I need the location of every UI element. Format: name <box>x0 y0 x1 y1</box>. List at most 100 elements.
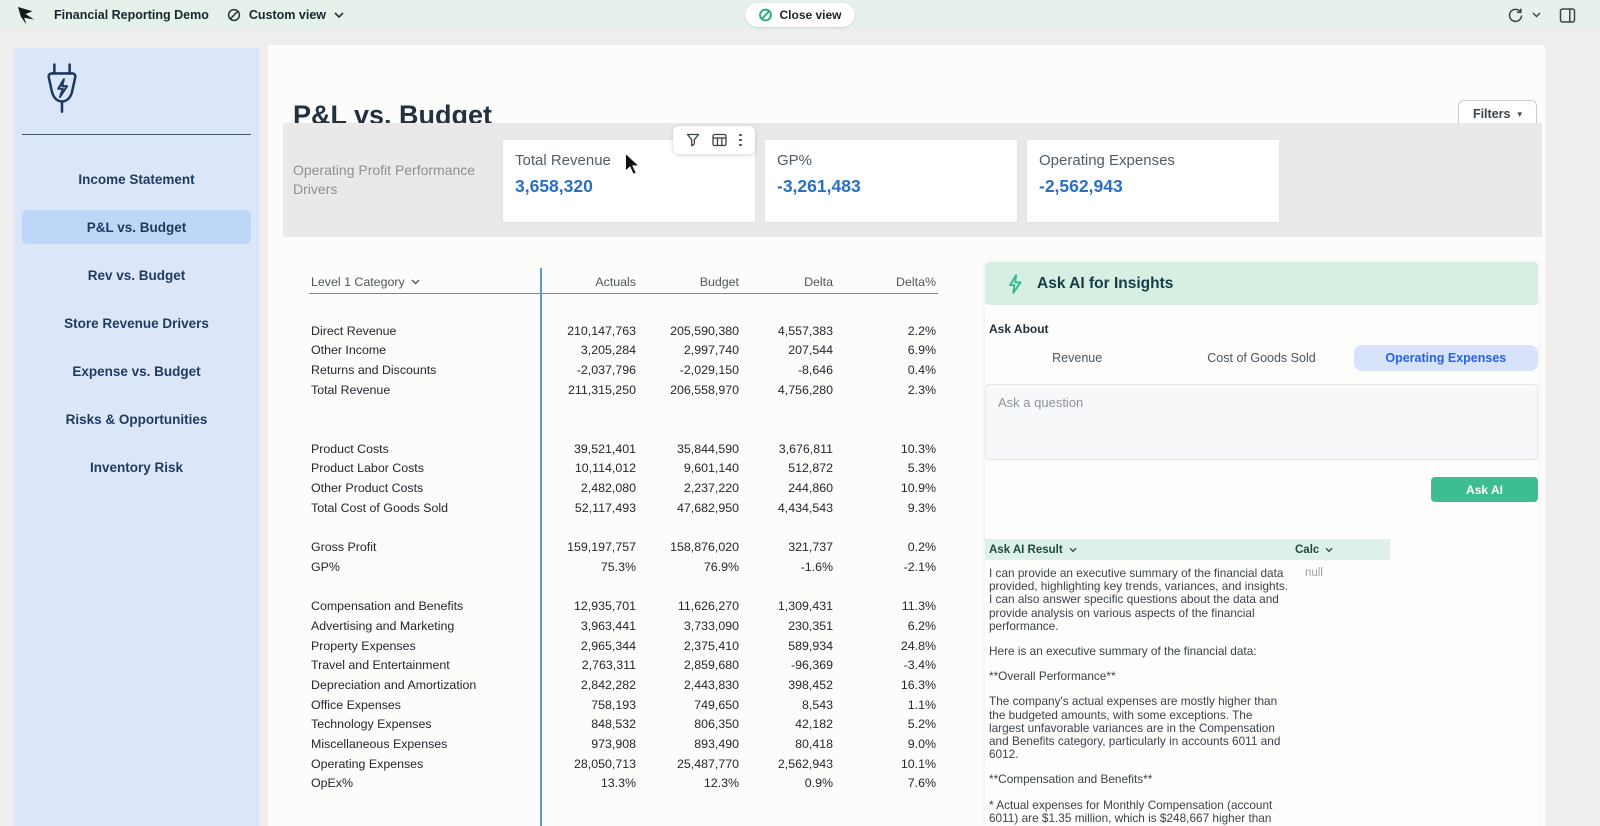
kpi-card[interactable]: Operating Expenses -2,562,943 <box>1027 140 1279 222</box>
row-category: Product Labor Costs <box>311 461 424 476</box>
ai-result-header: Ask AI Result Calc <box>985 539 1390 560</box>
column-header-delta-[interactable]: Delta% <box>896 274 936 289</box>
row-value: 2,482,080 <box>580 481 636 496</box>
tab-revenue[interactable]: Revenue <box>1052 351 1103 365</box>
row-category: Travel and Entertainment <box>311 658 450 673</box>
column-header-actuals[interactable]: Actuals <box>595 274 636 289</box>
row-value: 13.3% <box>600 776 636 791</box>
table-spacer-row <box>309 399 938 419</box>
filter-funnel-icon[interactable] <box>686 133 700 147</box>
table-row[interactable]: Gross Profit 159,197,757 158,876,020 321,73… <box>309 537 938 557</box>
sidebar-item-risks-opportunities[interactable]: Risks & Opportunities <box>65 411 208 427</box>
row-value: 398,452 <box>788 677 833 692</box>
chevron-down-icon[interactable] <box>334 11 344 19</box>
row-value: 1.1% <box>907 697 936 712</box>
row-value: 5.2% <box>907 717 936 732</box>
sidebar-divider <box>22 134 251 135</box>
table-row[interactable]: Advertising and Marketing 3,963,441 3,733,… <box>309 616 938 636</box>
kpi-card[interactable]: GP% -3,261,483 <box>765 140 1017 222</box>
topbar-left: Financial Reporting Demo Custom view <box>16 5 344 25</box>
pnl-table: Level 1 Category Actuals Budget Delta Delta%… <box>309 270 938 793</box>
filters-caret-icon: ▾ <box>1517 108 1522 119</box>
table-row[interactable]: OpEx% 13.3% 12.3% 0.9% 7.6% <box>309 774 938 794</box>
widget-toolbar <box>673 126 755 154</box>
table-row[interactable]: Depreciation and Amortization 2,842,282 2,… <box>309 675 938 695</box>
sidebar-item-store-revenue-drivers[interactable]: Store Revenue Drivers <box>64 315 209 331</box>
row-value: 12.3% <box>703 776 739 791</box>
row-value: 512,872 <box>788 461 833 476</box>
kpi-label: Operating Expenses <box>1039 152 1175 169</box>
mouse-cursor <box>624 152 642 176</box>
calc-column-header[interactable]: Calc <box>1295 544 1333 556</box>
view-selector[interactable]: Custom view <box>248 8 326 22</box>
table-view-icon[interactable] <box>712 133 727 147</box>
row-value: 158,876,020 <box>670 540 739 555</box>
ask-button-row: Ask AI <box>985 477 1538 502</box>
sidebar-item-expense-vs-budget[interactable]: Expense vs. Budget <box>72 363 201 379</box>
ai-result-paragraph: * Actual expenses for Monthly Compensati… <box>989 797 1273 826</box>
row-value: 159,197,757 <box>567 540 636 555</box>
row-category: Operating Expenses <box>311 756 424 771</box>
row-value: 210,147,763 <box>567 323 636 338</box>
close-view-icon <box>759 8 772 22</box>
row-value: 4,557,383 <box>777 323 833 338</box>
ai-result-paragraph: Here is an executive summary of the fina… <box>989 644 1257 659</box>
ai-result-column-header[interactable]: Ask AI Result <box>985 544 1295 556</box>
refresh-icon[interactable] <box>1507 7 1524 24</box>
sidebar-item-p-l-vs-budget[interactable]: P&L vs. Budget <box>22 210 251 244</box>
row-value: -8,646 <box>797 362 833 377</box>
row-category: Total Cost of Goods Sold <box>311 500 449 515</box>
table-row[interactable]: Other Product Costs 2,482,080 2,237,220 244… <box>309 478 938 498</box>
table-row[interactable]: Returns and Discounts -2,037,796 -2,029,15… <box>309 360 938 380</box>
sidebar-item-inventory-risk[interactable]: Inventory Risk <box>89 459 184 475</box>
table-row[interactable]: Product Labor Costs 10,114,012 9,601,140 51… <box>309 459 938 479</box>
row-value: 2,842,282 <box>580 677 636 692</box>
sidebar-logo <box>14 48 259 118</box>
ask-ai-button[interactable]: Ask AI <box>1431 477 1538 502</box>
table-row[interactable]: Office Expenses 758,193 749,650 8,543 1.1% <box>309 695 938 715</box>
row-category: Office Expenses <box>311 697 401 712</box>
table-row[interactable]: Product Costs 39,521,401 35,844,590 3,676,8… <box>309 439 938 459</box>
row-value: 2,237,220 <box>683 481 739 496</box>
row-value: -2,029,150 <box>679 362 739 377</box>
sidebar-item-income-statement[interactable]: Income Statement <box>78 171 195 187</box>
kpi-value: -2,562,943 <box>1039 176 1123 196</box>
table-spacer-row <box>309 518 938 538</box>
pnl-table-header: Level 1 Category Actuals Budget Delta Delta% <box>309 270 938 294</box>
table-row[interactable]: Technology Expenses 848,532 806,350 42,182 5… <box>309 714 938 734</box>
app-logo-bird-icon <box>18 7 34 25</box>
row-category: Compensation and Benefits <box>311 599 464 614</box>
row-value: 4,434,543 <box>777 500 833 515</box>
row-category: Returns and Discounts <box>311 362 437 377</box>
pnl-table-rows: Direct Revenue 210,147,763 205,590,380 4,55… <box>309 301 938 793</box>
ai-question-input[interactable] <box>985 384 1538 460</box>
row-value: -3.4% <box>903 658 936 673</box>
column-header-delta[interactable]: Delta <box>804 274 833 289</box>
tab-cost-of-goods-sold[interactable]: Cost of Goods Sold <box>1207 351 1316 365</box>
row-value: 4,756,280 <box>777 382 833 397</box>
sidebar-item-rev-vs-budget[interactable]: Rev vs. Budget <box>87 267 186 283</box>
table-row[interactable]: Travel and Entertainment 2,763,311 2,859,6… <box>309 655 938 675</box>
row-value: 2,859,680 <box>683 658 739 673</box>
row-value: 0.9% <box>804 776 833 791</box>
table-row[interactable]: Other Income 3,205,284 2,997,740 207,544 6.9… <box>309 340 938 360</box>
row-value: 893,490 <box>694 736 739 751</box>
ai-result-paragraph: **Compensation and Benefits** <box>989 772 1153 787</box>
table-row[interactable]: Total Revenue 211,315,250 206,558,970 4,756… <box>309 380 938 400</box>
table-row[interactable]: Miscellaneous Expenses 973,908 893,490 80,4… <box>309 734 938 754</box>
table-row[interactable]: Total Cost of Goods Sold 52,117,493 47,682… <box>309 498 938 518</box>
tab-operating-expenses[interactable]: Operating Expenses <box>1353 345 1538 371</box>
refresh-options-chevron-icon[interactable] <box>1532 12 1541 18</box>
row-value: 2.2% <box>907 323 936 338</box>
column-header-category[interactable]: Level 1 Category <box>309 275 538 289</box>
close-view-button[interactable]: Close view <box>745 3 855 27</box>
table-row[interactable]: GP% 75.3% 76.9% -1.6% -2.1% <box>309 557 938 577</box>
more-options-kebab-icon[interactable] <box>739 133 742 147</box>
row-value: -2,037,796 <box>576 362 636 377</box>
table-row[interactable]: Operating Expenses 28,050,713 25,487,770 2,… <box>309 754 938 774</box>
table-row[interactable]: Direct Revenue 210,147,763 205,590,380 4,55… <box>309 321 938 341</box>
panel-toggle-icon[interactable] <box>1559 7 1576 24</box>
table-row[interactable]: Compensation and Benefits 12,935,701 11,62… <box>309 596 938 616</box>
table-row[interactable]: Property Expenses 2,965,344 2,375,410 589,9… <box>309 636 938 656</box>
column-header-budget[interactable]: Budget <box>699 274 739 289</box>
